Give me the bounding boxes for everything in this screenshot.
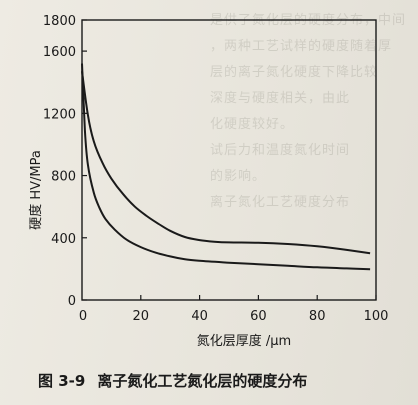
plot-frame	[81, 19, 377, 301]
bleed-through-line: ，两种工艺试样的硬度随着厚	[210, 39, 393, 54]
y-tick-label: 400	[51, 232, 76, 247]
chart-series	[81, 63, 371, 271]
y-tick-label: 800	[51, 170, 76, 185]
upper-hardness-curve	[81, 71, 371, 255]
chart-ticks: 0 400 800 1200 1600 1800 20 40 60 80 100 0	[43, 14, 389, 324]
x-tick-label: 60	[250, 309, 267, 324]
x-tick-label: 20	[133, 309, 150, 324]
figure-number: 图 3-9	[38, 372, 86, 390]
x-tick-label: 40	[191, 309, 208, 324]
y-tick-label: 1200	[43, 107, 76, 122]
hardness-chart: 0 400 800 1200 1600 1800 20 40 60 80 100 0 硬度 HV/MP…	[28, 14, 389, 349]
bleed-through-line: 离子氮化工艺硬度分布	[210, 195, 351, 210]
y-tick-label: 0	[68, 294, 76, 309]
bleed-through-text: 是供了氮化层的硬度分布，中间 ，两种工艺试样的硬度随着厚 层的离子氮化硬度下降比较深…	[210, 8, 415, 216]
y-tick-label: 1600	[43, 45, 76, 60]
bleed-through-line: 的影响。	[210, 169, 267, 184]
x-tick-label: 100	[364, 309, 389, 324]
x-origin-label: 0	[79, 309, 87, 324]
bleed-through-line: 化硬度较好。	[210, 117, 295, 132]
figure-title: 离子氮化工艺氮化层的硬度分布	[97, 372, 308, 390]
x-axis-title: 氮化层厚度 /μm	[197, 333, 291, 349]
y-axis-title: 硬度 HV/MPa	[28, 150, 44, 230]
bleed-through-line: 深度与硬度相关，由此	[210, 91, 351, 106]
y-tick-label: 1800	[43, 14, 76, 29]
lower-hardness-curve	[81, 63, 371, 271]
figure-caption: 图 3-9 离子氮化工艺氮化层的硬度分布	[38, 370, 307, 391]
bleed-through-line: 层的离子氮化硬度下降比较	[210, 65, 379, 80]
chart-axes	[81, 19, 377, 301]
bleed-through-line: 试后力和温度氮化时间	[210, 143, 351, 158]
x-tick-label: 80	[309, 309, 326, 324]
